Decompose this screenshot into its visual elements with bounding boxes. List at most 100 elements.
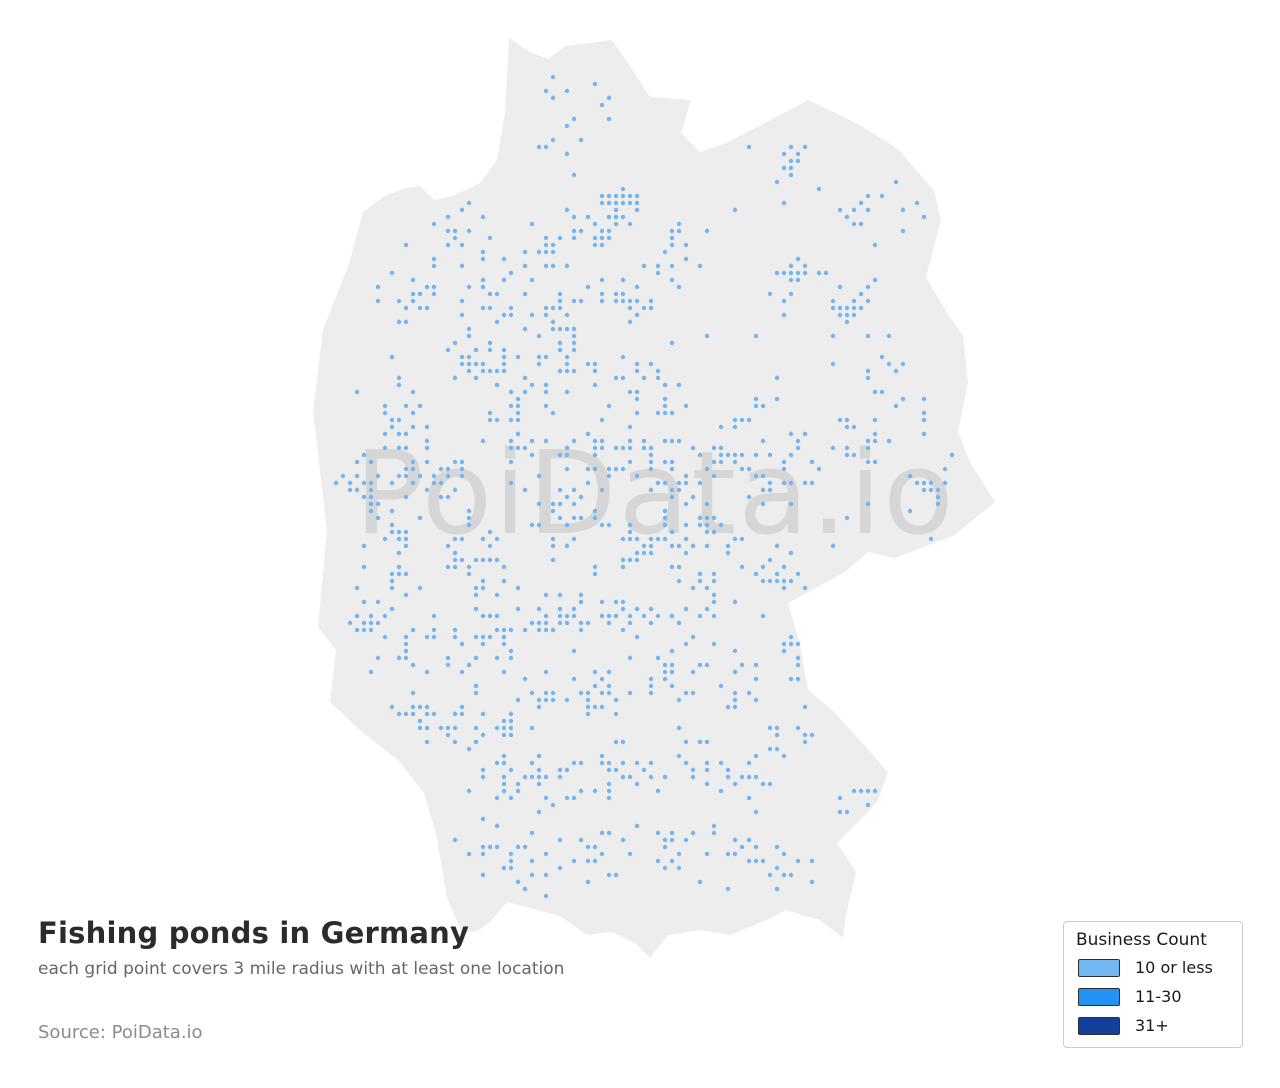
grid-point-dot xyxy=(795,676,801,682)
grid-point-dot xyxy=(788,578,794,584)
grid-point-dot xyxy=(571,438,577,444)
grid-point-dot xyxy=(697,263,703,269)
grid-point-dot xyxy=(543,795,549,801)
grid-point-dot xyxy=(480,305,486,311)
grid-point-dot xyxy=(844,445,850,451)
grid-point-dot xyxy=(592,669,598,675)
grid-point-dot xyxy=(501,578,507,584)
grid-point-dot xyxy=(746,417,752,423)
grid-point-dot xyxy=(606,193,612,199)
grid-point-dot xyxy=(515,410,521,416)
grid-point-dot xyxy=(711,641,717,647)
grid-point-dot xyxy=(494,760,500,766)
grid-point-dot xyxy=(662,396,668,402)
dots-layer xyxy=(333,74,955,899)
grid-point-dot xyxy=(620,557,626,563)
grid-point-dot xyxy=(662,410,668,416)
grid-point-dot xyxy=(599,599,605,605)
grid-point-dot xyxy=(564,123,570,129)
grid-point-dot xyxy=(522,375,528,381)
grid-point-dot xyxy=(480,634,486,640)
grid-point-dot xyxy=(578,298,584,304)
grid-point-dot xyxy=(704,662,710,668)
grid-point-dot xyxy=(655,480,661,486)
grid-point-dot xyxy=(816,466,822,472)
grid-point-dot xyxy=(445,466,451,472)
grid-point-dot xyxy=(431,256,437,262)
grid-point-dot xyxy=(648,774,654,780)
grid-point-dot xyxy=(627,557,633,563)
grid-point-dot xyxy=(578,620,584,626)
grid-point-dot xyxy=(522,676,528,682)
grid-point-dot xyxy=(753,753,759,759)
legend-item: 11-30 xyxy=(1078,987,1232,1006)
grid-point-dot xyxy=(669,837,675,843)
grid-point-dot xyxy=(543,774,549,780)
grid-point-dot xyxy=(445,347,451,353)
grid-point-dot xyxy=(655,536,661,542)
grid-point-dot xyxy=(690,774,696,780)
grid-point-dot xyxy=(536,697,542,703)
grid-point-dot xyxy=(648,305,654,311)
grid-point-dot xyxy=(669,487,675,493)
grid-point-dot xyxy=(809,732,815,738)
grid-point-dot xyxy=(599,277,605,283)
grid-point-dot xyxy=(473,683,479,689)
grid-point-dot xyxy=(452,235,458,241)
grid-point-dot xyxy=(774,396,780,402)
grid-point-dot xyxy=(893,179,899,185)
grid-point-dot xyxy=(753,396,759,402)
grid-point-dot xyxy=(606,466,612,472)
grid-point-dot xyxy=(473,592,479,598)
grid-point-dot xyxy=(669,410,675,416)
grid-point-dot xyxy=(802,263,808,269)
grid-point-dot xyxy=(480,214,486,220)
grid-point-dot xyxy=(361,620,367,626)
grid-point-dot xyxy=(508,711,514,717)
grid-point-dot xyxy=(592,788,598,794)
grid-point-dot xyxy=(690,669,696,675)
grid-point-dot xyxy=(473,739,479,745)
grid-point-dot xyxy=(536,767,542,773)
grid-point-dot xyxy=(557,515,563,521)
grid-point-dot xyxy=(648,543,654,549)
grid-point-dot xyxy=(410,480,416,486)
grid-point-dot xyxy=(753,844,759,850)
grid-point-dot xyxy=(403,445,409,451)
grid-point-dot xyxy=(473,655,479,661)
grid-point-dot xyxy=(620,354,626,360)
grid-point-dot xyxy=(704,851,710,857)
grid-point-dot xyxy=(403,529,409,535)
grid-point-dot xyxy=(417,305,423,311)
grid-point-dot xyxy=(592,81,598,87)
grid-point-dot xyxy=(746,466,752,472)
grid-point-dot xyxy=(417,515,423,521)
grid-point-dot xyxy=(571,858,577,864)
grid-point-dot xyxy=(557,291,563,297)
grid-point-dot xyxy=(900,228,906,234)
grid-point-dot xyxy=(620,564,626,570)
grid-point-dot xyxy=(585,480,591,486)
grid-point-dot xyxy=(872,459,878,465)
grid-point-dot xyxy=(501,865,507,871)
grid-point-dot xyxy=(368,480,374,486)
grid-point-dot xyxy=(676,865,682,871)
grid-point-dot xyxy=(487,347,493,353)
grid-point-dot xyxy=(459,242,465,248)
grid-point-dot xyxy=(410,466,416,472)
grid-point-dot xyxy=(410,291,416,297)
grid-point-dot xyxy=(424,284,430,290)
grid-point-dot xyxy=(494,382,500,388)
grid-point-dot xyxy=(697,879,703,885)
grid-point-dot xyxy=(571,172,577,178)
grid-point-dot xyxy=(389,480,395,486)
grid-point-dot xyxy=(536,144,542,150)
grid-point-dot xyxy=(592,683,598,689)
grid-point-dot xyxy=(760,858,766,864)
grid-point-dot xyxy=(368,501,374,507)
grid-point-dot xyxy=(389,585,395,591)
grid-point-dot xyxy=(445,662,451,668)
grid-point-dot xyxy=(711,578,717,584)
grid-point-dot xyxy=(620,837,626,843)
grid-point-dot xyxy=(445,725,451,731)
